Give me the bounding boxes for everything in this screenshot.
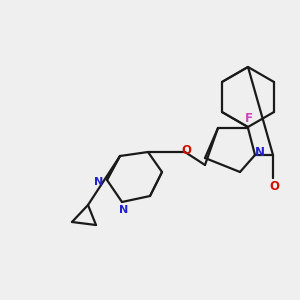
Text: O: O (269, 179, 279, 193)
Text: N: N (255, 146, 265, 160)
Text: O: O (181, 145, 191, 158)
Text: N: N (119, 205, 129, 215)
Text: F: F (245, 112, 253, 124)
Text: N: N (94, 177, 103, 187)
